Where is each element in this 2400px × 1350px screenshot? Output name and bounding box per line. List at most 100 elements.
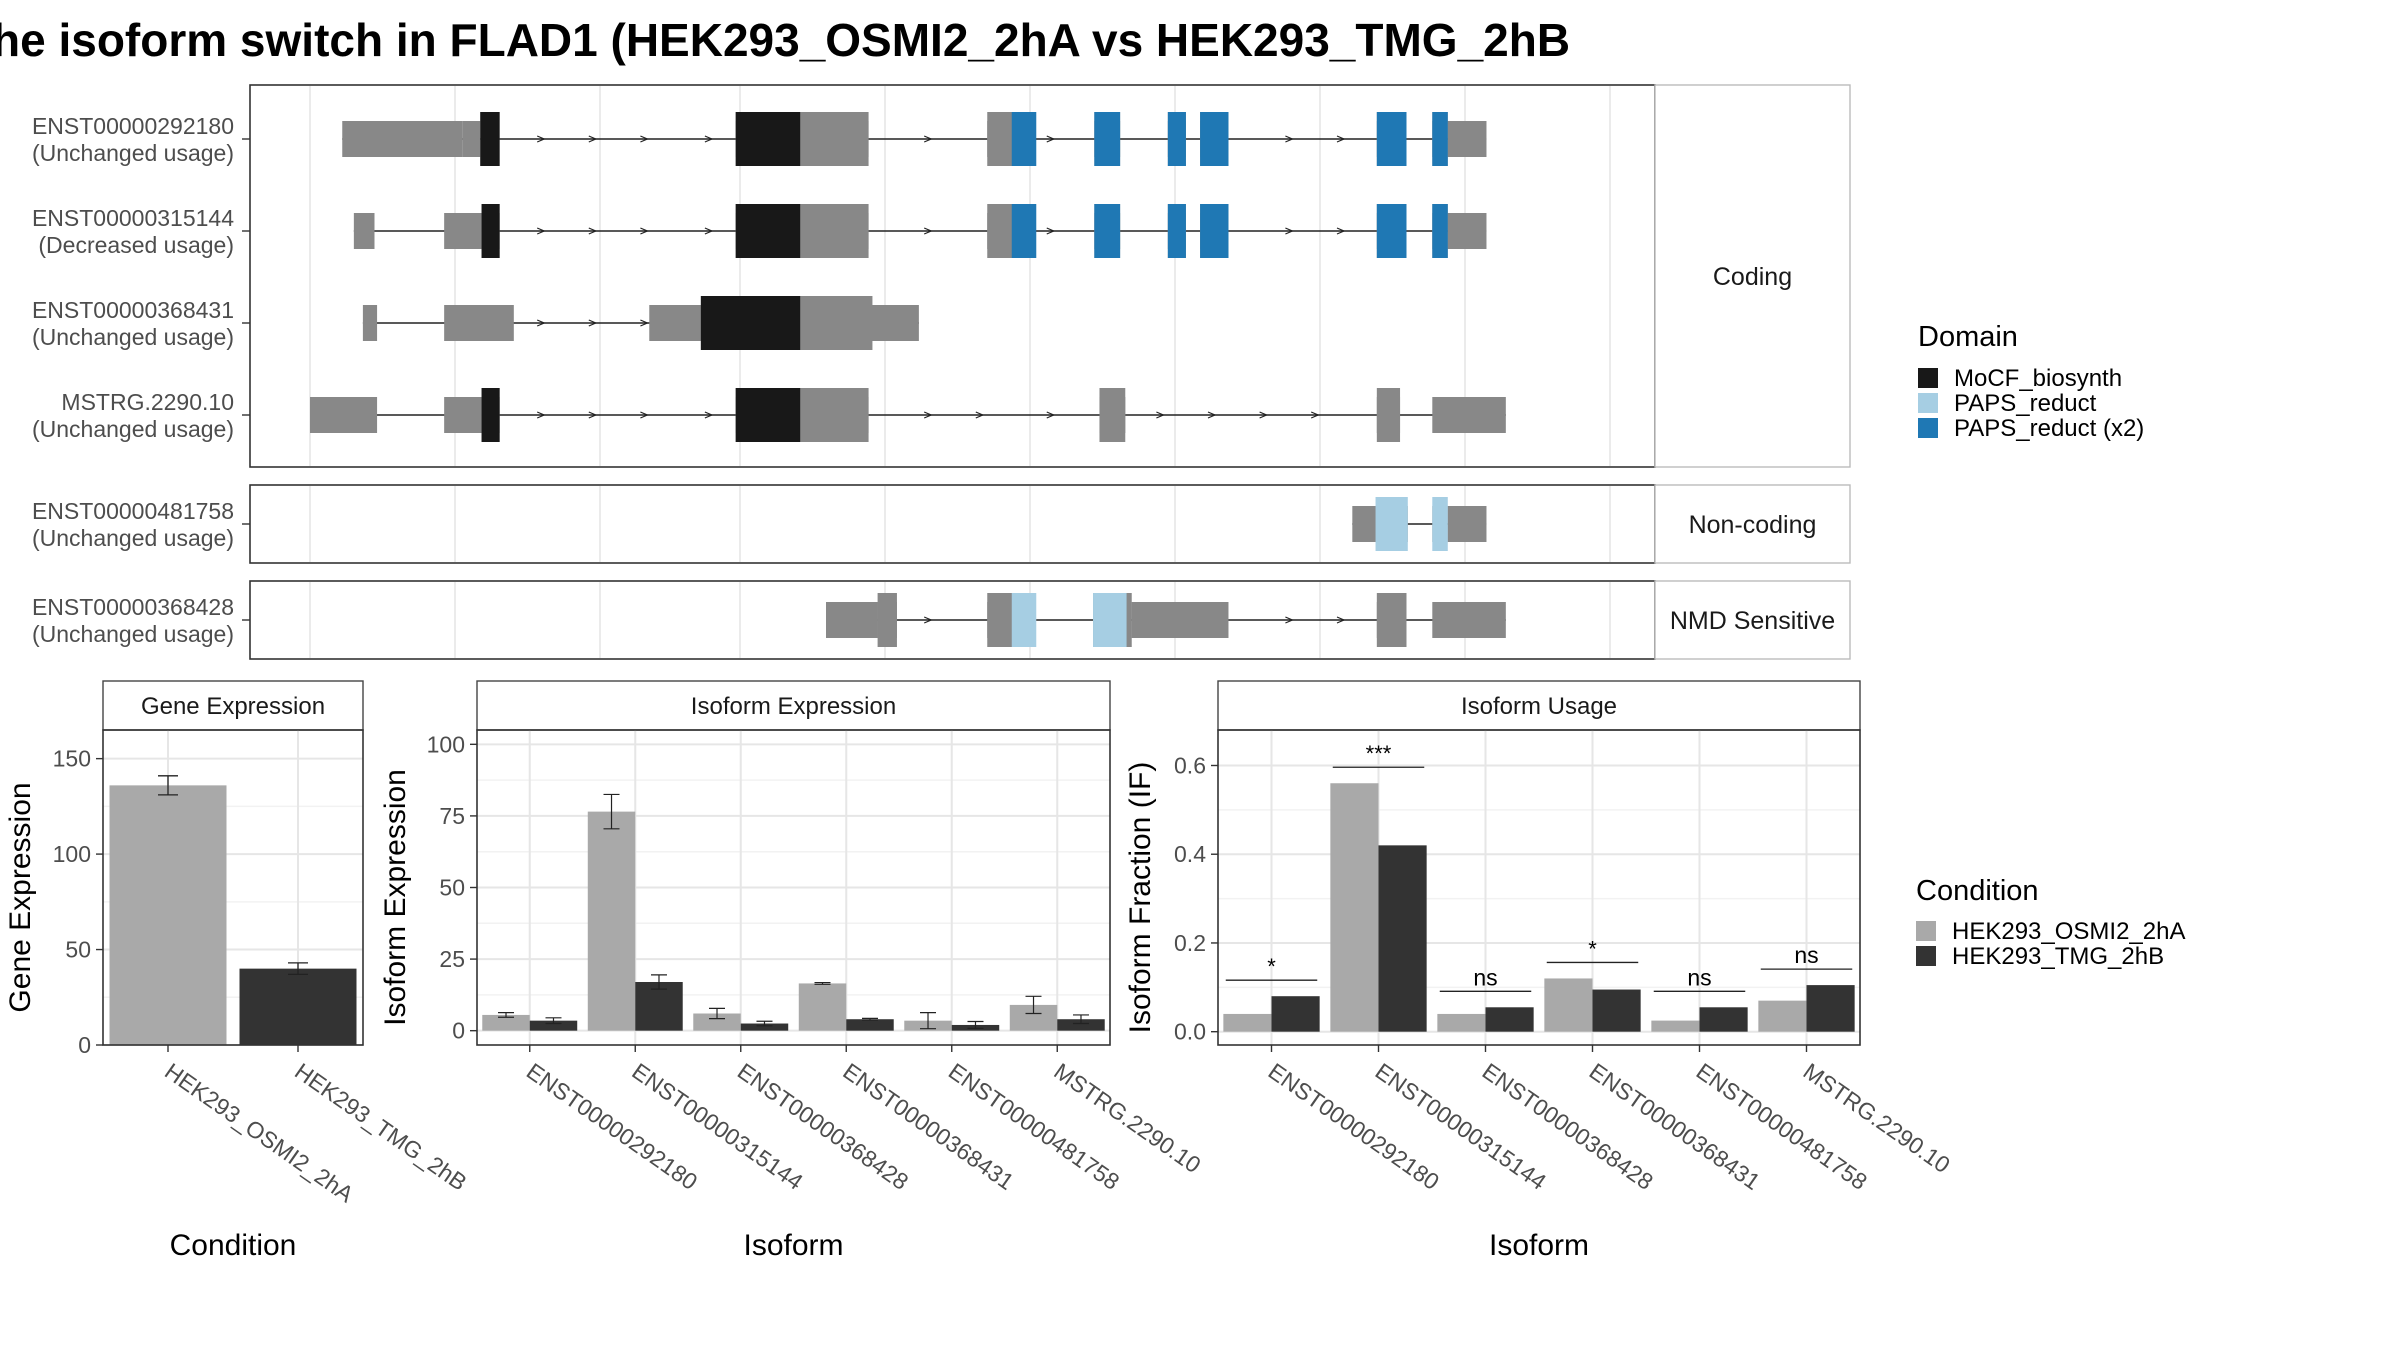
- strand-arrow: [975, 411, 985, 419]
- x-tick-label: ENST00000481758: [1692, 1058, 1872, 1195]
- protein-domain: [1011, 593, 1037, 647]
- error-bar: [603, 793, 620, 830]
- x-axis-title: Isoform: [1489, 1229, 1589, 1262]
- error-bar: [709, 1007, 726, 1020]
- protein-domain: [1200, 204, 1229, 258]
- exon-cds: [1376, 388, 1401, 442]
- y-axis-title: Isoform Expression: [379, 769, 412, 1026]
- x-axis-title: Isoform: [743, 1229, 843, 1262]
- isoform-usage-label: (Unchanged usage): [32, 621, 234, 647]
- strand-arrow: [923, 411, 933, 419]
- y-tick-label: 0: [78, 1032, 91, 1058]
- y-tick-label: 100: [427, 731, 465, 757]
- x-tick-label: ENST00000368428: [733, 1058, 913, 1195]
- error-bar: [1025, 995, 1042, 1015]
- isoform-expression-chart: Isoform Expression 0 25 50 75 100 ENST00000292…: [379, 680, 1206, 1262]
- strand-arrow: [588, 135, 598, 143]
- y-tick-label: 75: [439, 803, 465, 829]
- exon-cds: [987, 593, 1016, 647]
- y-tick-label: 0.0: [1174, 1019, 1206, 1045]
- protein-domain: [1011, 204, 1037, 258]
- legend-label-paps: PAPS_reduct: [1954, 390, 2097, 417]
- structure-strip-label: Coding: [1713, 263, 1792, 291]
- bar: [1758, 1000, 1807, 1032]
- facet-strip-label: Isoform Usage: [1461, 693, 1617, 720]
- bar: [1330, 783, 1379, 1032]
- strand-arrow: [1285, 135, 1294, 143]
- exon-utr: [1432, 602, 1506, 638]
- exon-utr: [1131, 602, 1229, 638]
- strand-arrow: [1285, 616, 1294, 624]
- exon-utr: [444, 213, 482, 249]
- significance-label: ns: [1687, 964, 1711, 990]
- isoform-id-label: ENST00000481758: [32, 498, 234, 524]
- exon-utr: [353, 213, 375, 249]
- strand-arrow: [588, 227, 598, 235]
- legend-label-cond2: HEK293_TMG_2hB: [1952, 943, 2164, 970]
- domain-legend-title: Domain: [1918, 321, 2018, 353]
- exon-cds: [1376, 593, 1407, 647]
- bar: [846, 1019, 894, 1031]
- protein-domain: [735, 388, 801, 442]
- bar: [529, 1020, 578, 1031]
- y-tick-label: 0.2: [1174, 930, 1206, 956]
- protein-domain: [1432, 112, 1448, 166]
- strand-arrow: [1310, 411, 1320, 419]
- plot-border: [102, 729, 364, 1046]
- exon-cds: [987, 204, 1016, 258]
- protein-domain: [735, 204, 801, 258]
- y-axis-title: Gene Expression: [4, 782, 37, 1012]
- isoform-id-label: ENST00000368431: [32, 297, 234, 323]
- x-tick-label: ENST00000292180: [522, 1058, 702, 1195]
- isoform-usage-label: (Decreased usage): [38, 232, 234, 258]
- strand-arrow: [1046, 227, 1056, 235]
- protein-domain: [480, 112, 500, 166]
- condition-legend-title: Condition: [1916, 875, 2039, 907]
- strand-arrow: [588, 411, 598, 419]
- significance-label: *: [1267, 954, 1276, 979]
- significance-label: ns: [1794, 942, 1818, 968]
- strand-arrow: [704, 227, 714, 235]
- exon-utr: [310, 397, 378, 433]
- y-tick-label: 0: [452, 1018, 465, 1044]
- strand-arrow: [536, 227, 546, 235]
- plot-border: [1217, 729, 1861, 1046]
- error-bar: [756, 1020, 773, 1027]
- strand-arrow: [1336, 227, 1346, 235]
- bar: [1806, 985, 1855, 1032]
- error-bar: [967, 1020, 984, 1029]
- protein-domain: [1093, 593, 1127, 647]
- protein-domain: [1167, 204, 1186, 258]
- facet-strip: [1217, 680, 1861, 731]
- strand-arrow: [640, 411, 649, 419]
- isoform-usage-label: (Unchanged usage): [32, 416, 234, 442]
- protein-domain: [1011, 112, 1037, 166]
- error-bar: [545, 1017, 562, 1025]
- bar: [109, 785, 227, 1045]
- figure-title: he isoform switch in FLAD1 (HEK293_OSMI2…: [0, 14, 1570, 66]
- domain-legend: Domain MoCF_biosynth PAPS_reduct PAPS_re…: [1918, 321, 2144, 442]
- x-tick-label: ENST00000368428: [1478, 1058, 1658, 1195]
- y-tick-label: 50: [65, 937, 91, 963]
- legend-key-cond1: [1916, 921, 1936, 941]
- legend-label-mocf: MoCF_biosynth: [1954, 365, 2122, 392]
- isoform-usage-label: (Unchanged usage): [32, 324, 234, 350]
- protein-domain: [1094, 204, 1121, 258]
- protein-domain: [1432, 204, 1448, 258]
- bar: [1223, 1013, 1272, 1032]
- isoform-usage-chart: Isoform Usage****ns*nsns0.00.20.40.6ENST…: [1124, 680, 1955, 1262]
- y-tick-label: 0.4: [1174, 841, 1206, 867]
- y-axis-title: Isoform Fraction (IF): [1124, 762, 1157, 1034]
- bar: [482, 1014, 530, 1031]
- x-tick-label: ENST00000481758: [944, 1058, 1124, 1195]
- strand-arrow: [640, 319, 649, 327]
- bar: [1544, 978, 1593, 1032]
- protein-domain: [1376, 112, 1407, 166]
- x-tick-label: ENST00000368431: [1585, 1058, 1765, 1195]
- bar: [798, 983, 847, 1031]
- error-bar: [1072, 1014, 1089, 1025]
- strand-arrow: [1046, 135, 1056, 143]
- y-tick-label: 100: [53, 841, 91, 867]
